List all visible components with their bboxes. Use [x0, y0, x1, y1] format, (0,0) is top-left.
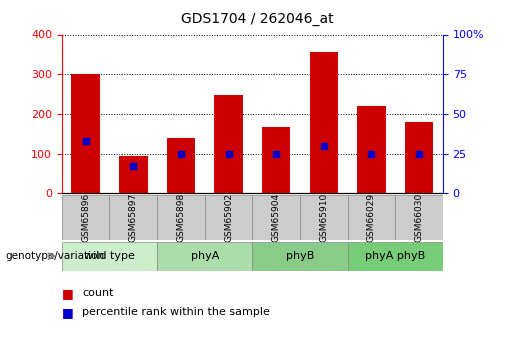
Text: ■: ■ — [62, 306, 74, 319]
Text: GSM65904: GSM65904 — [272, 193, 281, 242]
Bar — [405, 122, 433, 193]
Bar — [357, 106, 386, 193]
Text: GSM65896: GSM65896 — [81, 193, 90, 242]
Bar — [166, 138, 195, 193]
Bar — [262, 127, 290, 193]
Text: phyA phyB: phyA phyB — [365, 251, 425, 261]
Bar — [119, 156, 147, 193]
Bar — [157, 241, 252, 271]
Text: GSM66030: GSM66030 — [415, 193, 423, 242]
Text: GSM65897: GSM65897 — [129, 193, 138, 242]
Bar — [310, 52, 338, 193]
Bar — [395, 195, 443, 240]
Text: phyB: phyB — [286, 251, 314, 261]
Bar — [348, 241, 443, 271]
Bar — [62, 195, 109, 240]
Bar — [71, 74, 100, 193]
Bar — [252, 195, 300, 240]
Text: count: count — [82, 288, 114, 298]
Text: GDS1704 / 262046_at: GDS1704 / 262046_at — [181, 12, 334, 26]
Bar — [157, 195, 204, 240]
Bar — [348, 195, 395, 240]
Bar — [300, 195, 348, 240]
Text: percentile rank within the sample: percentile rank within the sample — [82, 307, 270, 317]
Text: GSM65898: GSM65898 — [177, 193, 185, 242]
Bar — [109, 195, 157, 240]
Text: wild type: wild type — [84, 251, 135, 261]
Bar — [204, 195, 252, 240]
Text: GSM66029: GSM66029 — [367, 193, 376, 242]
Text: GSM65902: GSM65902 — [224, 193, 233, 242]
Text: ■: ■ — [62, 287, 74, 300]
Text: genotype/variation: genotype/variation — [5, 251, 104, 261]
Bar — [214, 95, 243, 193]
Text: GSM65910: GSM65910 — [319, 193, 328, 242]
Text: phyA: phyA — [191, 251, 219, 261]
Bar — [62, 241, 157, 271]
Bar — [252, 241, 348, 271]
